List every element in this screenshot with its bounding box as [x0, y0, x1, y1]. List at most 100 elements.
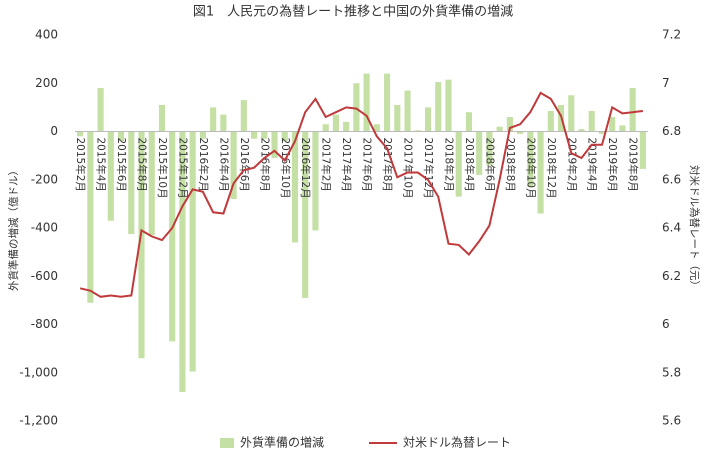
bar — [332, 114, 339, 132]
x-tick-label: 2018年12月 — [545, 138, 558, 199]
x-tick-label: 2016年4月 — [217, 138, 230, 192]
x-tick-label: 2019年2月 — [565, 138, 578, 192]
bar — [97, 88, 104, 132]
bar — [465, 112, 473, 132]
bar — [128, 131, 135, 235]
x-tick-label: 2017年2月 — [320, 138, 333, 192]
bar — [517, 131, 524, 134]
x-tick-label: 2015年4月 — [95, 138, 108, 192]
y-axis-label: 外貨準備の増減（億ドル） — [7, 165, 20, 291]
x-tick-label: 2016年6月 — [238, 138, 251, 192]
bar — [619, 125, 626, 132]
bar — [148, 131, 155, 236]
bar — [107, 131, 114, 221]
bar — [404, 90, 411, 132]
y2-tick-label: 6.2 — [662, 269, 681, 283]
y-tick-label: 200 — [35, 76, 58, 90]
y2-tick-label: 6.6 — [662, 172, 681, 186]
legend-label: 対米ドル為替レート — [403, 436, 511, 450]
x-tick-label: 2018年4月 — [463, 138, 476, 192]
bar — [302, 131, 309, 298]
bar — [394, 104, 401, 132]
x-tick-label: 2018年8月 — [504, 138, 517, 192]
bar — [240, 100, 247, 132]
y-tick-label: -1,200 — [19, 414, 58, 428]
bar — [588, 110, 595, 132]
y2-tick-label: 6 — [662, 317, 670, 331]
bar — [250, 131, 258, 139]
x-tick-label: 2016年2月 — [197, 138, 210, 192]
bar — [435, 82, 442, 132]
bar — [598, 131, 606, 134]
bar — [547, 110, 554, 132]
bar — [424, 107, 432, 132]
bar — [220, 114, 227, 132]
x-tick-label: 2015年6月 — [115, 138, 128, 192]
y-tick-label: -800 — [31, 317, 58, 331]
bar — [373, 124, 380, 132]
bar — [138, 131, 145, 359]
bar — [639, 131, 646, 169]
x-tick-label: 2016年12月 — [299, 138, 312, 199]
bar — [199, 131, 206, 139]
y-tick-label: 0 — [50, 124, 58, 138]
x-tick-label: 2017年10月 — [402, 138, 415, 199]
bar — [486, 131, 493, 166]
y2-tick-label: 7 — [662, 76, 670, 90]
x-tick-label: 2016年8月 — [258, 138, 271, 192]
bar — [568, 95, 575, 132]
y-tick-label: -200 — [31, 172, 58, 186]
bar — [312, 131, 319, 231]
bar — [230, 131, 237, 200]
y-tick-label: 400 — [35, 28, 58, 42]
x-tick-label: 2017年12月 — [422, 138, 435, 199]
bar — [117, 131, 125, 142]
bar — [343, 121, 350, 132]
x-tick-label: 2015年10月 — [156, 138, 169, 199]
x-tick-label: 2015年12月 — [176, 138, 189, 199]
chart-title: 図1 人民元の為替レート推移と中国の外貨準備の増減 — [193, 4, 513, 20]
line — [79, 91, 644, 298]
bar — [455, 131, 462, 197]
x-tick-label: 2017年4月 — [340, 138, 353, 192]
x-tick-label: 2016年10月 — [279, 138, 292, 199]
bar — [169, 131, 176, 342]
bar — [537, 131, 544, 214]
bar — [189, 131, 196, 372]
y-tick-label: -400 — [31, 221, 58, 235]
bar — [609, 117, 616, 132]
bar — [363, 73, 370, 132]
bar — [179, 131, 186, 393]
legend-swatch — [220, 438, 234, 448]
x-tick-label: 2017年6月 — [361, 138, 374, 192]
y2-tick-label: 6.4 — [662, 221, 681, 235]
bar — [445, 79, 452, 132]
x-tick-label: 2018年2月 — [442, 138, 455, 192]
bar — [384, 73, 391, 132]
bar — [476, 131, 483, 175]
bar — [281, 131, 288, 142]
x-tick-label: 2018年10月 — [524, 138, 537, 199]
legend-label: 外貨準備の増減 — [240, 435, 324, 450]
bar — [158, 104, 166, 132]
bar — [506, 117, 513, 132]
bar — [322, 124, 329, 132]
x-tick-label: 2015年8月 — [136, 138, 149, 192]
y2-axis-label: 対米ドル為替レート（元） — [688, 165, 701, 291]
bar — [629, 88, 636, 132]
bar — [87, 131, 94, 303]
bar — [353, 83, 360, 132]
x-tick-label: 2018年6月 — [483, 138, 496, 192]
bar — [261, 131, 268, 139]
y2-tick-label: 7.2 — [662, 28, 681, 42]
bar — [271, 131, 278, 159]
bar — [77, 131, 84, 137]
y-tick-label: -1,000 — [19, 365, 58, 379]
x-tick-label: 2019年8月 — [627, 138, 640, 192]
bar — [210, 107, 217, 132]
x-tick-label: 2015年2月 — [74, 138, 87, 192]
bar — [578, 129, 585, 132]
bar — [527, 131, 534, 187]
